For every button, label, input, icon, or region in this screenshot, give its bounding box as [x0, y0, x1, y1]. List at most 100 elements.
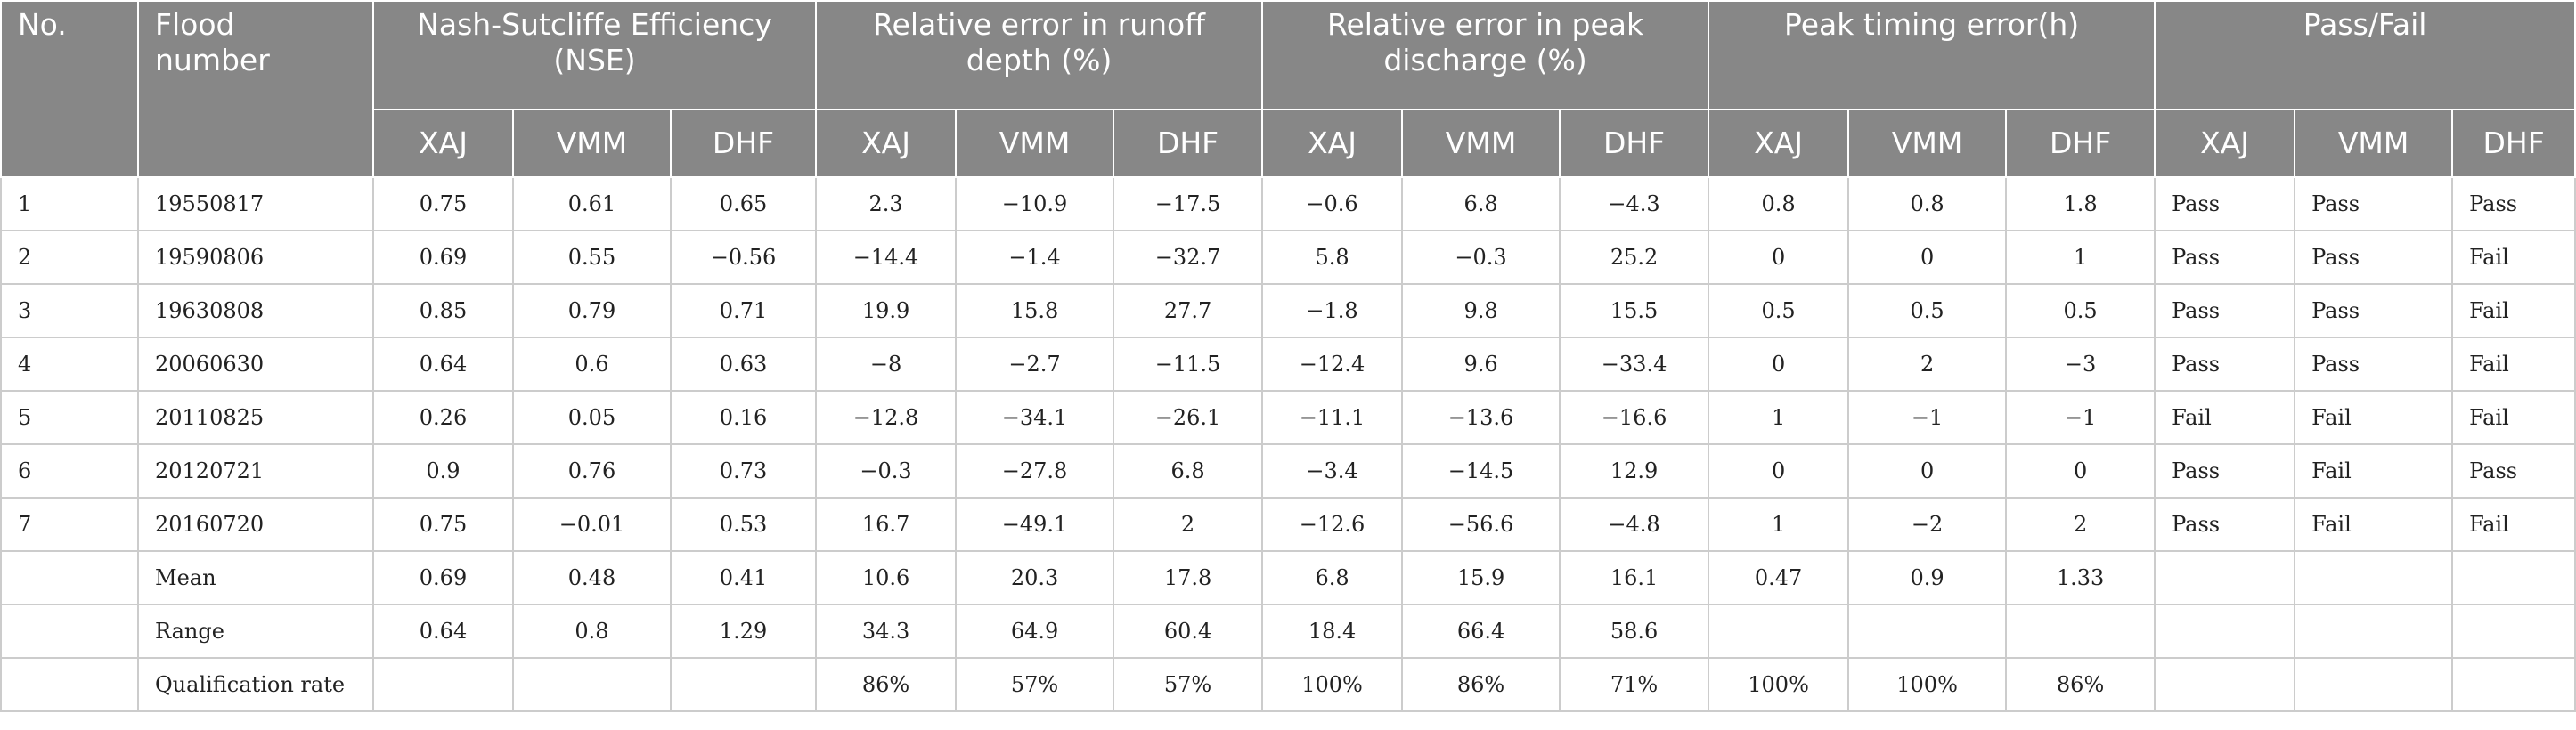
table-cell: 60.4 — [1113, 604, 1264, 659]
table-cell: 2.3 — [815, 176, 958, 231]
header-model: VMM — [2294, 109, 2454, 178]
table-cell: 64.9 — [955, 604, 1115, 659]
table-cell — [2154, 604, 2296, 659]
table-cell: 15.5 — [1559, 283, 1710, 338]
table-row: 2 19590806 0.69 0.55 −0.56 −14.4 −1.4 −32.7 5.8−… — [0, 230, 2576, 285]
table-cell: 57% — [1113, 657, 1264, 712]
table-cell: 9.8 — [1401, 283, 1561, 338]
table-cell: −0.6 — [1261, 176, 1404, 231]
header-model: XAJ — [372, 109, 514, 178]
table-cell: −26.1 — [1113, 390, 1264, 445]
table-cell: −1 — [2005, 390, 2156, 445]
table-cell: Pass — [2294, 337, 2454, 392]
table-cell: 20120721 — [137, 443, 374, 499]
header-model: DHF — [669, 109, 818, 178]
table-cell: −3.4 — [1261, 443, 1404, 499]
table-cell: 0 — [2005, 443, 2156, 499]
table-cell: 0.69 — [372, 550, 514, 605]
table-cell: −0.3 — [1401, 230, 1561, 285]
table-cell: 86% — [2005, 657, 2156, 712]
table-cell: −11.1 — [1261, 390, 1404, 445]
table-cell: 0.55 — [512, 230, 672, 285]
table-cell: Range — [137, 604, 374, 659]
table-cell: 0 — [1847, 443, 2008, 499]
table-cell: −34.1 — [955, 390, 1115, 445]
table-row: 1 19550817 0.75 0.61 0.65 2.3 −10.9 −17.5 −0.6 6.… — [0, 176, 2576, 231]
table-cell — [2451, 550, 2576, 605]
table-row: Qualification rate 86% 57% 57% 100% 86% 71% 100… — [0, 657, 2576, 712]
table-cell: Pass — [2154, 443, 2296, 499]
table-cell: 0.8 — [512, 604, 672, 659]
table-cell — [2154, 657, 2296, 712]
table-cell: −49.1 — [955, 497, 1115, 552]
table-cell: 17.8 — [1113, 550, 1264, 605]
table-cell: Fail — [2451, 230, 2576, 285]
table-cell: 0.64 — [372, 604, 514, 659]
table-cell: Fail — [2154, 390, 2296, 445]
table-cell — [2451, 657, 2576, 712]
table-cell: 19.9 — [815, 283, 958, 338]
table-cell: 0.9 — [1847, 550, 2008, 605]
table-cell: 0.41 — [669, 550, 818, 605]
header-model: DHF — [2005, 109, 2156, 178]
header-row-groups: No. Flood number Nash-Sutcliffe Efficien… — [0, 0, 2576, 178]
table-cell: 6.8 — [1401, 176, 1561, 231]
table-cell: 34.3 — [815, 604, 958, 659]
table-cell: 0.63 — [669, 337, 818, 392]
table-cell: 0.85 — [372, 283, 514, 338]
table-cell: Fail — [2451, 283, 2576, 338]
table-cell: Mean — [137, 550, 374, 605]
table-cell: −12.8 — [815, 390, 958, 445]
table-cell: 16.7 — [815, 497, 958, 552]
table-cell: 0.5 — [1708, 283, 1850, 338]
table-cell: −2.7 — [955, 337, 1115, 392]
table-cell — [2294, 657, 2454, 712]
table-cell: Pass — [2294, 230, 2454, 285]
table-cell: 1 — [2005, 230, 2156, 285]
table-cell: −11.5 — [1113, 337, 1264, 392]
table-cell: Pass — [2154, 283, 2296, 338]
table-cell: −1 — [1847, 390, 2008, 445]
table-cell: 20110825 — [137, 390, 374, 445]
table-cell: 0.65 — [669, 176, 818, 231]
table-cell: 18.4 — [1261, 604, 1404, 659]
table-cell: −1.8 — [1261, 283, 1404, 338]
table-cell: 0.75 — [372, 176, 514, 231]
table-cell: 7 — [0, 497, 139, 552]
table-cell: 0.47 — [1708, 550, 1850, 605]
table-cell: 5 — [0, 390, 139, 445]
table-cell: 0 — [1708, 337, 1850, 392]
table-cell: 6.8 — [1113, 443, 1264, 499]
table-cell: Pass — [2154, 497, 2296, 552]
table-cell: 6.8 — [1261, 550, 1404, 605]
table-cell: 12.9 — [1559, 443, 1710, 499]
table-cell: 0.5 — [2005, 283, 2156, 338]
table-cell: 20160720 — [137, 497, 374, 552]
table-cell: 0.05 — [512, 390, 672, 445]
header-group-peak-timing: Peak timing error(h) — [1708, 0, 2156, 110]
table-cell: 0.8 — [1708, 176, 1850, 231]
table-cell: 0.26 — [372, 390, 514, 445]
table-cell: 0.53 — [669, 497, 818, 552]
table-cell: 1 — [1708, 390, 1850, 445]
table-cell: −56.6 — [1401, 497, 1561, 552]
header-group-nse: Nash-Sutcliffe Efficiency (NSE) — [371, 0, 818, 110]
table-cell: Pass — [2451, 176, 2576, 231]
table-row: 4 20060630 0.64 0.6 0.63 −8 −2.7 −11.5 −12.4 9.6−… — [0, 337, 2576, 392]
header-model: XAJ — [2154, 109, 2296, 178]
table-cell: 2 — [2005, 497, 2156, 552]
table-cell: 0.6 — [512, 337, 672, 392]
table-cell: 1 — [1708, 497, 1850, 552]
table-cell: 9.6 — [1401, 337, 1561, 392]
table-cell: 25.2 — [1559, 230, 1710, 285]
table-cell: 0.71 — [669, 283, 818, 338]
table-cell: 0.76 — [512, 443, 672, 499]
table-cell: 5.8 — [1261, 230, 1404, 285]
table-cell: 86% — [815, 657, 958, 712]
table-cell: 0.75 — [372, 497, 514, 552]
table-header: No. Flood number Nash-Sutcliffe Efficien… — [0, 0, 2576, 178]
table-cell: 1.8 — [2005, 176, 2156, 231]
header-model: DHF — [1113, 109, 1264, 178]
table-row: 5 20110825 0.26 0.05 0.16 −12.8 −34.1 −26.1 −11.… — [0, 390, 2576, 445]
table-cell: 66.4 — [1401, 604, 1561, 659]
